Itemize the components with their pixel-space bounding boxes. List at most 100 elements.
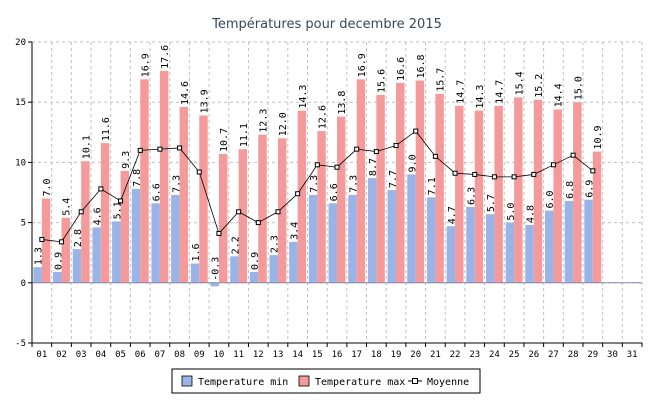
bar-min bbox=[53, 271, 62, 283]
bar-max bbox=[61, 217, 70, 283]
y-tick-label: 10 bbox=[15, 158, 26, 168]
x-tick-label: 07 bbox=[154, 350, 165, 360]
mean-marker bbox=[491, 174, 497, 180]
data-label-min: 2.8 bbox=[73, 229, 84, 247]
bar-min bbox=[112, 221, 121, 283]
data-label-max: 10.7 bbox=[219, 128, 230, 152]
bar-min bbox=[525, 225, 534, 283]
mean-marker bbox=[413, 128, 419, 134]
mean-marker bbox=[255, 220, 261, 226]
data-label-min: 2.3 bbox=[270, 235, 281, 253]
data-label-max: 13.9 bbox=[199, 89, 210, 113]
mean-marker bbox=[432, 153, 438, 159]
data-label-min: 2.2 bbox=[230, 236, 241, 254]
bar-max bbox=[199, 115, 208, 283]
mean-marker bbox=[314, 162, 320, 168]
bar-min bbox=[367, 178, 377, 283]
bar-min bbox=[92, 227, 101, 283]
bar-min bbox=[151, 203, 160, 283]
data-label-max: 17.6 bbox=[160, 45, 171, 69]
data-label-min: 9.0 bbox=[407, 154, 418, 172]
bar-min bbox=[485, 214, 495, 283]
mean-marker bbox=[393, 143, 399, 149]
x-tick-label: 28 bbox=[568, 350, 579, 360]
mean-marker bbox=[452, 170, 458, 176]
legend-label-mean: Moyenne bbox=[427, 377, 469, 388]
x-tick-label: 05 bbox=[115, 350, 126, 360]
data-label-max: 11.6 bbox=[101, 117, 112, 141]
bar-min bbox=[584, 199, 593, 283]
mean-marker bbox=[275, 209, 281, 215]
data-label-max: 14.7 bbox=[455, 80, 466, 104]
bar-max bbox=[179, 107, 189, 283]
bar-max bbox=[140, 79, 149, 283]
data-label-max: 15.2 bbox=[534, 74, 545, 98]
bar-min bbox=[72, 249, 82, 283]
data-label-min: 4.7 bbox=[447, 206, 458, 224]
mean-marker bbox=[118, 198, 124, 204]
bar-min bbox=[564, 200, 574, 283]
x-tick-label: 12 bbox=[253, 350, 264, 360]
x-tick-label: 30 bbox=[607, 350, 618, 360]
x-tick-label: 13 bbox=[273, 350, 284, 360]
bar-max bbox=[415, 80, 425, 283]
bar-max bbox=[514, 97, 523, 283]
data-label-min: 1.6 bbox=[191, 243, 202, 261]
data-label-max: 15.4 bbox=[514, 71, 525, 95]
data-label-max: 14.3 bbox=[475, 85, 486, 109]
x-tick-label: 14 bbox=[292, 350, 303, 360]
data-label-min: 6.8 bbox=[565, 181, 576, 199]
legend-swatch-max bbox=[298, 375, 310, 387]
y-tick-label: 0 bbox=[21, 279, 26, 289]
mean-marker bbox=[177, 145, 183, 151]
data-label-max: 16.6 bbox=[396, 57, 407, 81]
x-tick-label: 02 bbox=[56, 350, 67, 360]
x-tick-label: 22 bbox=[450, 350, 461, 360]
bar-max bbox=[396, 82, 405, 283]
bar-max bbox=[376, 94, 385, 283]
x-tick-label: 15 bbox=[312, 350, 323, 360]
bar-max bbox=[277, 138, 287, 283]
x-tick-label: 10 bbox=[214, 350, 225, 360]
bar-min bbox=[171, 194, 180, 283]
x-tick-label: 11 bbox=[233, 350, 244, 360]
bar-min bbox=[505, 222, 515, 283]
data-label-min: 4.8 bbox=[526, 205, 537, 223]
data-label-max: 12.6 bbox=[318, 105, 329, 129]
mean-marker bbox=[295, 191, 301, 197]
bars-group bbox=[33, 70, 602, 287]
x-tick-label: 04 bbox=[95, 350, 106, 360]
mean-marker bbox=[531, 171, 537, 177]
mean-marker bbox=[472, 171, 478, 177]
grid-lines bbox=[31, 41, 643, 343]
mean-marker bbox=[98, 186, 104, 192]
bar-max bbox=[159, 70, 169, 283]
bar-min bbox=[190, 263, 200, 283]
data-label-max: 10.1 bbox=[81, 135, 92, 159]
mean-marker bbox=[590, 168, 596, 174]
bar-max bbox=[218, 153, 228, 283]
bar-max bbox=[317, 131, 326, 283]
x-tick-label: 27 bbox=[548, 350, 559, 360]
data-label-min: 7.1 bbox=[427, 177, 438, 195]
bar-max bbox=[474, 110, 484, 283]
data-label-min: 0.9 bbox=[250, 252, 261, 270]
data-label-max: 14.3 bbox=[298, 85, 309, 109]
bar-max bbox=[592, 151, 602, 283]
mean-marker bbox=[334, 164, 340, 170]
bar-max bbox=[258, 134, 267, 283]
data-label-max: 12.3 bbox=[259, 109, 270, 133]
legend: Temperature min Temperature max Moyenne bbox=[171, 368, 481, 394]
data-label-min: 5.7 bbox=[486, 194, 497, 212]
data-label-min: 7.8 bbox=[132, 169, 143, 187]
data-label-min: 7.3 bbox=[309, 175, 320, 193]
legend-label-min: Temperature min bbox=[198, 377, 288, 388]
data-label-max: 15.7 bbox=[436, 68, 447, 92]
data-label-max: 14.7 bbox=[495, 80, 506, 104]
data-labels-group: 1.3 7.0 0.9 5.4 2.8 10.1 4.6 11.6 5.1 9.37.8 16.9 6… bbox=[34, 45, 604, 281]
x-tick-label: 16 bbox=[332, 350, 343, 360]
data-label-max: 14.6 bbox=[180, 81, 191, 105]
bar-min bbox=[426, 197, 436, 283]
bar-min bbox=[269, 255, 278, 283]
bar-max bbox=[533, 99, 543, 283]
